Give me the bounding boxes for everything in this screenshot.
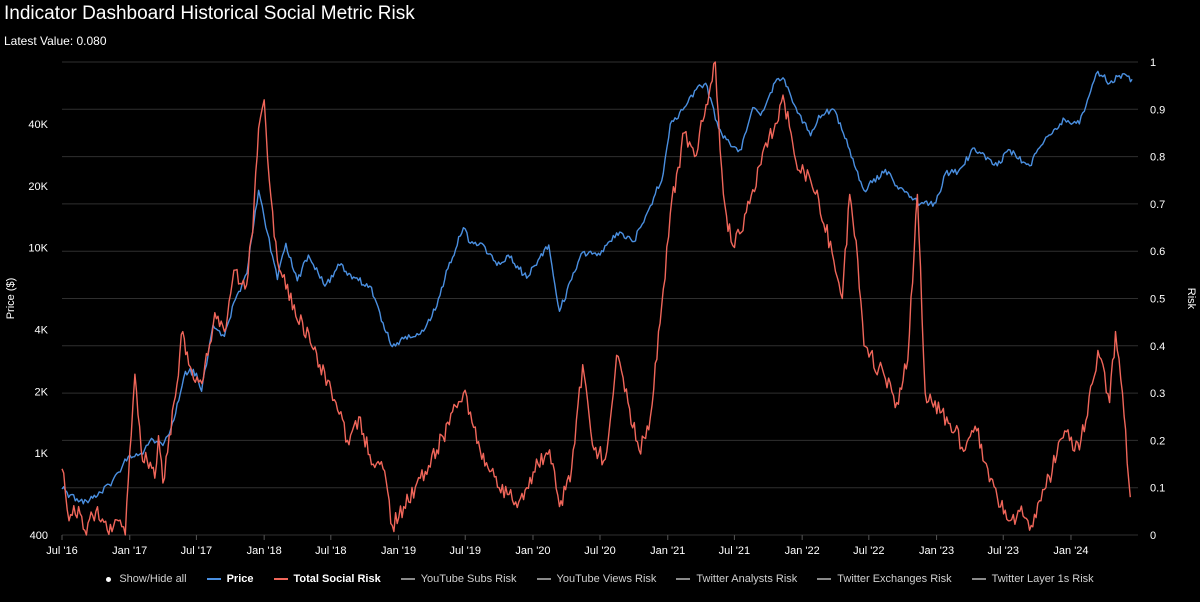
legend-item-label: YouTube Views Risk [556, 573, 657, 585]
y-right-tick-label: 0.6 [1150, 246, 1165, 258]
y-right-tick-label: 0.5 [1150, 294, 1165, 306]
y-right-tick-label: 0.9 [1150, 104, 1165, 116]
show-hide-all-label: Show/Hide all [119, 573, 187, 585]
legend-item-twitter-analysts-risk[interactable]: Twitter Analysts Risk [676, 573, 797, 585]
chart-title: Indicator Dashboard Historical Social Me… [4, 3, 415, 24]
x-tick-label: Jul '16 [46, 545, 77, 557]
legend-item-twitter-exchanges-risk[interactable]: Twitter Exchanges Risk [817, 573, 952, 585]
total-social-risk-series-line [61, 61, 1131, 536]
y-left-tick-label: 10K [28, 243, 48, 255]
bullet-icon [106, 576, 112, 582]
y-right-tick-label: 1 [1150, 57, 1156, 69]
y-left-tick-label: 20K [28, 181, 48, 193]
x-tick-label: Jan '18 [247, 545, 282, 557]
y-right-tick-label: 0.2 [1150, 435, 1165, 447]
x-tick-label: Jul '18 [315, 545, 346, 557]
x-tick-label: Jul '20 [584, 545, 615, 557]
x-tick-label: Jan '17 [112, 545, 147, 557]
y-left-tick-label: 1K [35, 448, 49, 460]
legend-item-label: YouTube Subs Risk [420, 573, 517, 585]
legend-item-label: Twitter Analysts Risk [696, 573, 798, 585]
y-left-tick-label: 4K [35, 324, 49, 336]
y-right-axis-title: Risk [1185, 288, 1197, 310]
x-tick-label: Jan '23 [919, 545, 954, 557]
x-tick-label: Jul '17 [181, 545, 212, 557]
total-social-risk-line-swatch-icon [273, 578, 288, 580]
youtube-views-risk-line-swatch-icon [536, 578, 551, 580]
legend-item-youtube-subs-risk[interactable]: YouTube Subs Risk [400, 573, 517, 585]
twitter-layer-1s-risk-line-swatch-icon [971, 578, 986, 580]
x-tick-label: Jul '22 [853, 545, 884, 557]
y-right-tick-label: 0.1 [1150, 483, 1165, 495]
legend-item-label: Twitter Exchanges Risk [837, 573, 952, 585]
y-left-tick-label: 40K [28, 119, 48, 131]
price-series-line [61, 70, 1133, 505]
show-hide-all-toggle[interactable]: Show/Hide all [106, 573, 187, 585]
y-right-tick-label: 0.7 [1150, 199, 1165, 211]
y-right-tick-label: 0.4 [1150, 341, 1165, 353]
x-tick-label: Jan '21 [650, 545, 685, 557]
legend-item-twitter-layer-1s-risk[interactable]: Twitter Layer 1s Risk [971, 573, 1094, 585]
legend: Show/Hide all Price Total Social Risk Yo… [0, 570, 1200, 588]
x-tick-label: Jul '21 [719, 545, 750, 557]
y-left-axis-title: Price ($) [5, 278, 17, 320]
legend-item-label: Twitter Layer 1s Risk [991, 573, 1094, 585]
chart-subtitle: Latest Value: 0.080 [4, 34, 107, 48]
y-left-tick-label: 2K [35, 386, 49, 398]
y-right-tick-label: 0.8 [1150, 152, 1165, 164]
x-tick-label: Jan '22 [785, 545, 820, 557]
legend-item-label: Total Social Risk [293, 573, 381, 585]
y-right-tick-label: 0 [1150, 530, 1156, 542]
y-left-tick-label: 400 [30, 530, 48, 542]
twitter-exchanges-risk-line-swatch-icon [817, 578, 832, 580]
price-line-swatch-icon [206, 578, 221, 580]
chart-canvas: 0 0.1 0.2 0.3 0.4 0.5 0.6 0.7 0.8 0.9 1 400 1K 2K 4K 10… [5, 57, 1197, 557]
x-tick-label: Jan '20 [515, 545, 550, 557]
youtube-subs-risk-line-swatch-icon [400, 578, 415, 580]
x-tick-label: Jan '19 [381, 545, 416, 557]
twitter-analysts-risk-line-swatch-icon [676, 578, 691, 580]
y-right-tick-label: 0.3 [1150, 388, 1165, 400]
legend-item-label: Price [226, 573, 254, 585]
legend-item-youtube-views-risk[interactable]: YouTube Views Risk [536, 573, 657, 585]
legend-item-total-social-risk[interactable]: Total Social Risk [273, 573, 381, 585]
x-tick-label: Jul '23 [987, 545, 1018, 557]
x-tick-label: Jan '24 [1053, 545, 1088, 557]
x-tick-label: Jul '19 [449, 545, 480, 557]
legend-item-price[interactable]: Price [206, 573, 254, 585]
